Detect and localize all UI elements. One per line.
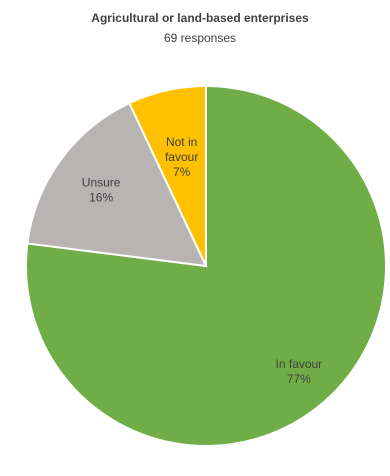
pie-slice-not-in-favour — [128, 84, 207, 267]
pie-label-name: Unsure — [82, 175, 121, 189]
pie-label-name: In favour — [275, 357, 322, 371]
pie-slice-in-favour — [25, 84, 387, 447]
pie-label-value: 77% — [287, 372, 311, 386]
chart-subtitle: 69 responses — [164, 31, 236, 45]
pie-label-value: 7% — [173, 165, 191, 179]
pie-slice-unsure — [26, 101, 208, 268]
chart-title: Agricultural or land-based enterprises — [91, 11, 309, 25]
pie-slices — [25, 84, 387, 447]
pie-label-value: 16% — [89, 190, 113, 204]
pie-label-name: Not in favour — [165, 135, 198, 164]
